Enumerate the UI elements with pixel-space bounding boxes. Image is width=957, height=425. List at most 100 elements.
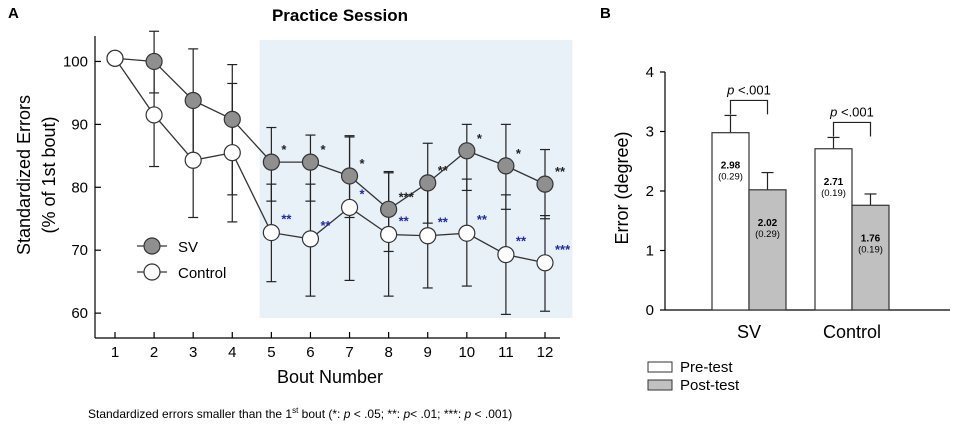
footnote-p-1: p xyxy=(343,407,351,421)
data-point-control xyxy=(145,106,163,124)
panel-a-letter: A xyxy=(8,5,19,22)
footnote-part-d: < .01; ***: xyxy=(410,407,464,421)
bar-sd-label: (0.29) xyxy=(755,229,780,240)
x-axis-title: Bout Number xyxy=(277,367,383,387)
footnote-p-2: p xyxy=(402,407,410,421)
legend-posttest-swatch xyxy=(647,379,673,391)
y-tick-label-b: 0 xyxy=(646,302,654,319)
comparison-bracket: p <.001 xyxy=(726,82,771,115)
comparison-bracket: p <.001 xyxy=(829,104,874,137)
y-axis-title-line2: (% of 1st bout) xyxy=(39,116,59,233)
y-tick-label: 100 xyxy=(63,53,88,70)
category-label: SV xyxy=(737,322,761,342)
x-tick-label: 3 xyxy=(189,344,197,361)
x-tick-label: 11 xyxy=(498,344,514,361)
legend-control-marker xyxy=(143,263,161,281)
bar-post-test xyxy=(851,204,890,311)
p-value-label: p <.001 xyxy=(829,104,874,119)
bar-pre-test xyxy=(814,148,853,311)
significance-stars: * xyxy=(516,146,522,161)
bar-sd-label: (0.19) xyxy=(858,244,883,255)
significance-stars: ** xyxy=(320,218,331,233)
y-ticks: 60 70 80 90 100 xyxy=(63,53,101,322)
data-point-control xyxy=(458,224,476,242)
significance-stars: ** xyxy=(399,213,410,228)
data-point-sv xyxy=(458,142,476,160)
y-tick-label-b: 4 xyxy=(646,64,654,81)
x-tick-label: 2 xyxy=(150,344,158,361)
significance-stars: ** xyxy=(438,215,449,230)
footnote-part-e: < .001) xyxy=(471,407,512,421)
footnote: Standardized errors smaller than the 1st… xyxy=(88,406,512,421)
data-point-control xyxy=(497,246,515,264)
data-point-sv xyxy=(340,167,359,185)
y-tick-label-b: 2 xyxy=(646,183,654,200)
data-point-control xyxy=(419,227,437,245)
significance-stars: * xyxy=(477,131,483,146)
x-tick-label: 4 xyxy=(228,344,236,361)
y-axis-title-b: Error (degree) xyxy=(612,131,632,244)
significance-stars: ** xyxy=(281,212,292,227)
legend: SV Control xyxy=(137,237,226,282)
data-point-sv xyxy=(184,91,202,110)
legend-b: Pre-test Post-test xyxy=(647,359,740,394)
data-point-sv xyxy=(262,153,280,171)
y-tick-label: 60 xyxy=(71,305,88,322)
y-tick-label: 90 xyxy=(71,116,88,133)
shaded-practice-region xyxy=(259,40,573,318)
significance-stars: *** xyxy=(399,189,415,204)
p-threshold: <.001 xyxy=(837,104,874,119)
y-tick-label: 80 xyxy=(71,179,88,196)
y-axis-title-line1: Standardized Errors xyxy=(14,95,34,255)
data-point-sv xyxy=(223,110,241,128)
bar-sd-label: (0.19) xyxy=(821,188,846,199)
legend-posttest-label: Post-test xyxy=(680,377,740,394)
bars-group: 2.98(0.29)2.02(0.29)p <.0012.71(0.19)1.7… xyxy=(711,82,890,311)
bar-value-label: 2.98 xyxy=(721,161,741,172)
data-point-control xyxy=(301,230,320,248)
legend-pretest-label: Pre-test xyxy=(680,359,733,376)
p-symbol: p xyxy=(829,104,837,119)
significance-stars: * xyxy=(320,142,326,157)
y-tick-label: 70 xyxy=(71,242,88,259)
bar-group-control: 2.71(0.19)1.76(0.19)p <.001 xyxy=(814,104,890,311)
p-value-label: p <.001 xyxy=(726,82,771,97)
bar-value-label: 1.76 xyxy=(861,233,881,244)
data-point-sv xyxy=(301,153,320,171)
footnote-part-a: Standardized errors smaller than the 1 xyxy=(88,407,292,421)
bar-post-test xyxy=(748,189,787,311)
legend-sv-label: SV xyxy=(178,239,198,256)
x-tick-label: 12 xyxy=(537,344,554,361)
x-tick-label: 6 xyxy=(306,344,314,361)
x-tick-label: 7 xyxy=(345,344,353,361)
footnote-superscript: st xyxy=(292,406,299,415)
legend-sv-marker xyxy=(143,237,161,255)
x-tick-label: 1 xyxy=(111,344,119,361)
p-symbol: p xyxy=(726,82,734,97)
y-ticks-b: 0 1 2 3 4 xyxy=(646,64,665,319)
chart-title: Practice Session xyxy=(272,6,408,25)
data-point-control xyxy=(340,198,359,217)
series-control xyxy=(149,64,550,315)
data-point-control xyxy=(262,223,280,242)
significance-stars: ** xyxy=(516,234,527,249)
bracket-line xyxy=(729,99,769,115)
bar-pre-test xyxy=(711,132,750,311)
x-tick-label: 10 xyxy=(458,344,475,361)
significance-stars: * xyxy=(360,156,366,171)
x-ticks: 1 2 3 4 5 6 7 8 9 10 11 12 xyxy=(111,332,554,361)
x-tick-label: 9 xyxy=(424,344,432,361)
legend-pretest-swatch xyxy=(647,361,673,373)
data-point-control xyxy=(223,144,241,162)
significance-stars: *** xyxy=(555,242,571,257)
footnote-p-3: p xyxy=(464,407,472,421)
y-tick-label-b: 3 xyxy=(646,124,654,141)
bar-value-label: 2.71 xyxy=(824,177,844,188)
significance-stars: ** xyxy=(477,212,488,227)
footnote-part-b: bout (*: xyxy=(298,407,343,421)
significance-stars: * xyxy=(281,142,287,157)
category-label: Control xyxy=(823,322,881,342)
panel-b-letter: B xyxy=(600,5,611,22)
